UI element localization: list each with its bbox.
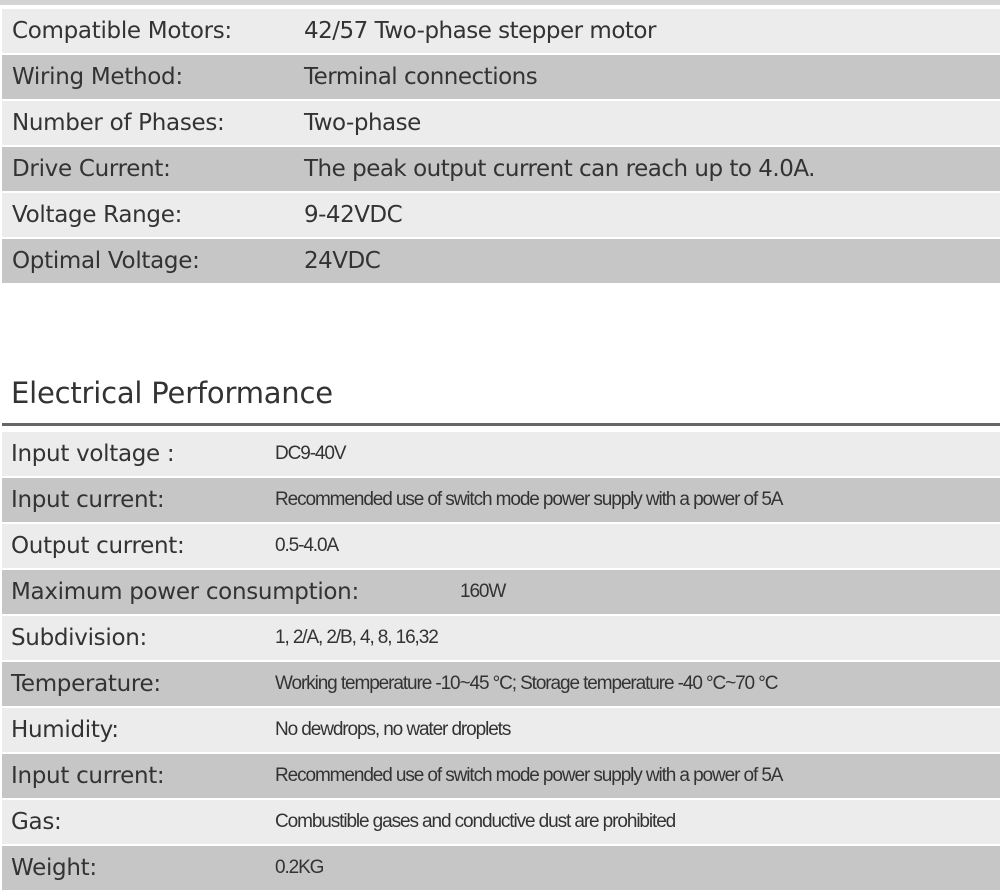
electrical-table: Input voltage : DC9-40V Input current: Rec… bbox=[2, 432, 1000, 892]
electrical-label: Subdivision: bbox=[11, 625, 147, 651]
section-divider bbox=[2, 423, 1000, 426]
spec-label: Optimal Voltage: bbox=[12, 248, 200, 274]
spec-row: Voltage Range: 9-42VDC bbox=[2, 193, 1000, 237]
spec-label: Number of Phases: bbox=[12, 110, 225, 136]
section-title: Electrical Performance bbox=[11, 376, 333, 410]
spec-row: Optimal Voltage: 24VDC bbox=[2, 239, 1000, 283]
electrical-label: Output current: bbox=[11, 533, 185, 559]
electrical-label: Gas: bbox=[11, 809, 62, 835]
electrical-value: 0.5-4.0A bbox=[275, 535, 339, 556]
spec-label: Compatible Motors: bbox=[12, 18, 232, 44]
electrical-value: Working temperature -10~45 °C; Storage t… bbox=[275, 673, 778, 694]
electrical-value: 0.2KG bbox=[275, 857, 324, 878]
spec-value: Terminal connections bbox=[304, 64, 538, 90]
spec-label: Voltage Range: bbox=[12, 202, 183, 228]
electrical-value: 1, 2/A, 2/B, 4, 8, 16,32 bbox=[275, 627, 439, 648]
spec-label: Drive Current: bbox=[12, 156, 171, 182]
electrical-value: DC9-40V bbox=[275, 443, 347, 464]
electrical-row: Input current: Recommended use of switch … bbox=[2, 478, 1000, 522]
electrical-label: Input current: bbox=[11, 763, 165, 789]
spec-row: Wiring Method: Terminal connections bbox=[2, 55, 1000, 99]
spec-value: Two-phase bbox=[304, 110, 421, 136]
top-divider bbox=[0, 0, 1000, 5]
electrical-label: Humidity: bbox=[11, 717, 119, 743]
electrical-row: Subdivision: 1, 2/A, 2/B, 4, 8, 16,32 bbox=[2, 616, 1000, 660]
spec-value: 24VDC bbox=[304, 248, 381, 274]
electrical-label: Input voltage : bbox=[11, 441, 175, 467]
electrical-row: Gas: Combustible gases and conductive dus… bbox=[2, 800, 1000, 844]
electrical-row: Input voltage : DC9-40V bbox=[2, 432, 1000, 476]
specs-table: Compatible Motors: 42/57 Two-phase steppe… bbox=[2, 9, 1000, 285]
electrical-value: Recommended use of switch mode power sup… bbox=[275, 765, 783, 786]
spec-row: Drive Current: The peak output current ca… bbox=[2, 147, 1000, 191]
electrical-value: 160W bbox=[460, 581, 506, 602]
electrical-value: Combustible gases and conductive dust ar… bbox=[275, 811, 676, 832]
electrical-row: Temperature: Working temperature -10~45 °… bbox=[2, 662, 1000, 706]
spec-row: Compatible Motors: 42/57 Two-phase steppe… bbox=[2, 9, 1000, 53]
electrical-row: Input current: Recommended use of switch … bbox=[2, 754, 1000, 798]
electrical-row: Humidity: No dewdrops, no water droplets bbox=[2, 708, 1000, 752]
spec-value: 42/57 Two-phase stepper motor bbox=[304, 18, 656, 44]
electrical-value: Recommended use of switch mode power sup… bbox=[275, 489, 783, 510]
spec-value: The peak output current can reach up to … bbox=[304, 156, 815, 182]
spec-label: Wiring Method: bbox=[12, 64, 183, 90]
spec-row: Number of Phases: Two-phase bbox=[2, 101, 1000, 145]
electrical-row: Maximum power consumption: 160W bbox=[2, 570, 1000, 614]
spec-value: 9-42VDC bbox=[304, 202, 403, 228]
electrical-value: No dewdrops, no water droplets bbox=[275, 719, 511, 740]
electrical-label: Weight: bbox=[11, 855, 97, 881]
electrical-row: Output current: 0.5-4.0A bbox=[2, 524, 1000, 568]
electrical-label: Temperature: bbox=[11, 671, 161, 697]
electrical-label: Input current: bbox=[11, 487, 165, 513]
electrical-row: Weight: 0.2KG bbox=[2, 846, 1000, 890]
electrical-label: Maximum power consumption: bbox=[11, 579, 359, 605]
